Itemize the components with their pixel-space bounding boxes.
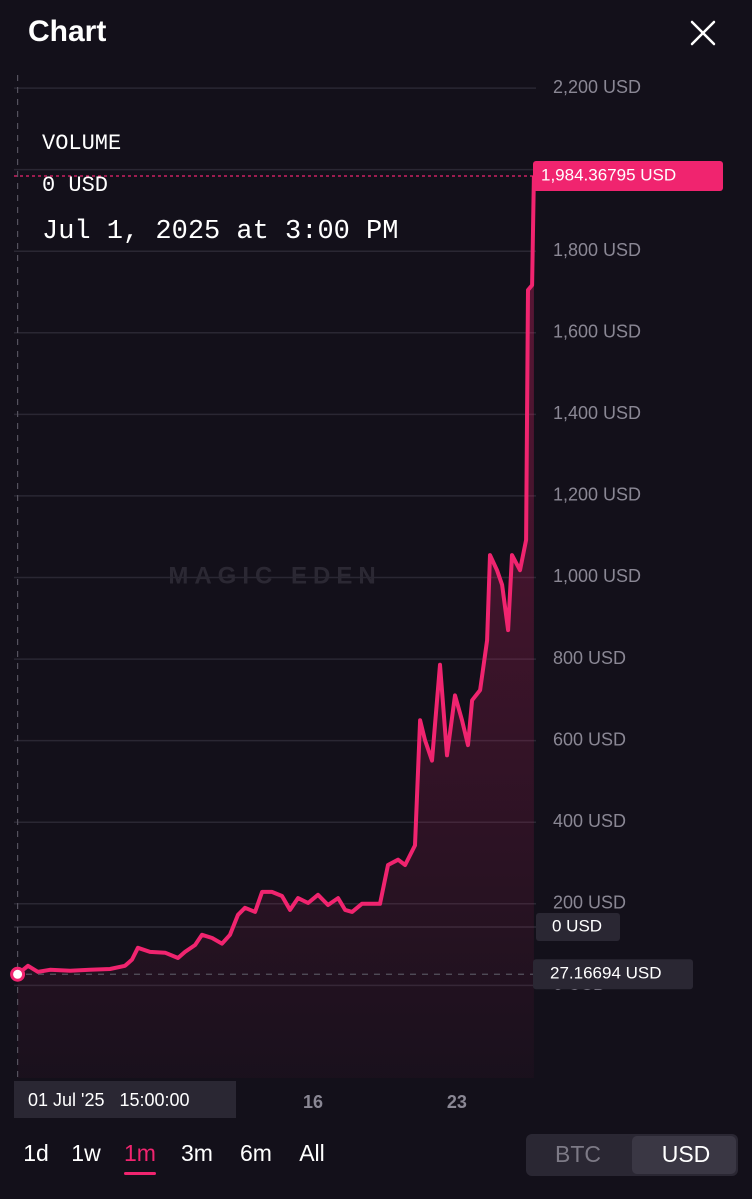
range-button[interactable]: 1d bbox=[23, 1140, 49, 1166]
crosshair-label: 01 Jul '25 15:00:00 bbox=[28, 1090, 190, 1110]
y-tick-label: 400 USD bbox=[553, 811, 626, 831]
chart: MAGIC EDEN 0 USD 200 USD 400 USD 600 USD 800 … bbox=[10, 75, 723, 1118]
range-button[interactable]: 3m bbox=[181, 1140, 213, 1166]
y-tick-label: 1,600 USD bbox=[553, 322, 641, 342]
price-tag-label: 1,984.36795 USD bbox=[541, 166, 676, 185]
crosshair-label-box bbox=[14, 1081, 236, 1118]
page-title: Chart bbox=[28, 15, 106, 48]
legend-title: VOLUME bbox=[42, 131, 121, 156]
y-tick-label: 2,200 USD bbox=[553, 77, 641, 97]
price-tag bbox=[533, 161, 723, 192]
range-underline bbox=[124, 1172, 156, 1175]
currency-label[interactable]: BTC bbox=[555, 1141, 601, 1167]
legend-date: Jul 1, 2025 at 3:00 PM bbox=[42, 217, 398, 247]
y-tick-label: 600 USD bbox=[553, 729, 626, 749]
range-button[interactable]: 1m bbox=[124, 1140, 156, 1166]
y-tick-label: 1,800 USD bbox=[553, 240, 641, 260]
y-tick-label: 800 USD bbox=[553, 648, 626, 668]
y-tick-label: 1,400 USD bbox=[553, 403, 641, 423]
crosshair-point bbox=[10, 966, 26, 982]
range-button[interactable]: 6m bbox=[240, 1140, 272, 1166]
range-button[interactable]: All bbox=[299, 1140, 325, 1166]
legend-value: 0 USD bbox=[42, 173, 108, 198]
controls: 1d 1w 1m 3m 6m All BTC USD bbox=[23, 1134, 738, 1176]
currency-label[interactable]: USD bbox=[662, 1141, 711, 1167]
price-line bbox=[16, 175, 536, 976]
x-tick-label: 23 bbox=[447, 1092, 467, 1112]
x-tick-label: 16 bbox=[303, 1092, 323, 1112]
close-button[interactable] bbox=[690, 20, 716, 46]
price-tag-label: 27.16694 USD bbox=[550, 964, 662, 983]
volume-tag-label: 0 USD bbox=[552, 916, 602, 935]
range-button[interactable]: 1w bbox=[71, 1140, 101, 1166]
watermark: MAGIC EDEN bbox=[168, 562, 381, 589]
volume-tag bbox=[536, 913, 620, 941]
price-tag bbox=[533, 959, 693, 990]
y-tick-label: 1,200 USD bbox=[553, 485, 641, 505]
currency-button[interactable] bbox=[528, 1136, 632, 1174]
currency-button[interactable] bbox=[632, 1136, 736, 1174]
area-fill bbox=[17, 176, 534, 1078]
y-tick-label: 1,000 USD bbox=[553, 566, 641, 586]
y-tick-label: 200 USD bbox=[553, 893, 626, 913]
